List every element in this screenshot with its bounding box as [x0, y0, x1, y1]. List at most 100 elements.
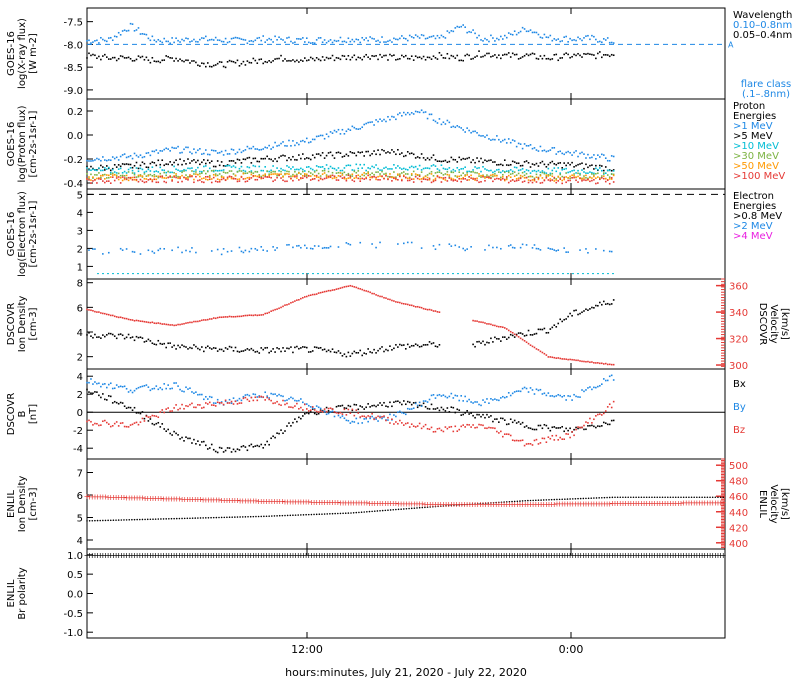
proton-series-5-point: [272, 180, 274, 183]
dscovr_mag-series-2-point: [509, 434, 512, 437]
proton-series-0-point: [602, 154, 605, 156]
dscovr_mag-series-2-point: [527, 442, 530, 445]
proton-series-1-point: [214, 165, 217, 168]
proton-series-4-point: [428, 178, 431, 181]
dscovr_mag-series-2-point: [359, 416, 362, 418]
electron-series-1-point: [434, 248, 437, 251]
enlil_plasma-series-1-point: +: [213, 496, 220, 505]
proton-series-4-point: [260, 177, 263, 180]
proton-series-4-point: [274, 173, 276, 175]
proton-series-3-point: [305, 174, 308, 177]
dscovr_mag-series-0-point: [557, 427, 560, 429]
xray-series-0-point: [438, 37, 441, 39]
proton-series-3-point: [434, 172, 437, 174]
proton-series-2-point: [242, 169, 245, 172]
xray-series-1-point: [208, 65, 211, 68]
dscovr_mag-series-0-point: [294, 418, 296, 420]
xray-series-1-point: [197, 64, 199, 67]
enlil_plasma-series-1-point: +: [247, 497, 254, 506]
proton-series-2-point: [595, 167, 597, 170]
proton-series-5-point: [345, 179, 348, 182]
dscovr_plasma-series-1-point: [319, 291, 322, 294]
electron-series-1-point: [337, 246, 340, 248]
dscovr_plasma-series-1-point: [365, 290, 367, 292]
xray-series-1-point: [555, 53, 558, 56]
xray-series-0-point: [335, 40, 338, 43]
ytick-label-enlil_plasma-1: 5: [77, 514, 83, 525]
proton-series-2-point: [173, 165, 175, 168]
proton-series-3-point: [106, 177, 108, 179]
proton-series-0-point: [264, 146, 266, 149]
xray-series-0-point: [359, 41, 362, 44]
xray-series-0-point: [545, 36, 548, 38]
proton-series-3-point: [593, 174, 595, 176]
proton-series-1-point: [302, 153, 304, 155]
dscovr_mag-series-2-point: [458, 428, 461, 431]
enlil_plasma-series-1-point: +: [701, 499, 708, 508]
dscovr_mag-series-2-point: [302, 409, 304, 411]
proton-series-2-point: [252, 164, 255, 167]
dscovr_mag-series-2-point: [268, 398, 270, 401]
enlil_polarity-series-0-point: +: [92, 551, 99, 560]
xray-series-1-point: [242, 60, 245, 63]
proton-series-0-point: [206, 153, 209, 156]
dscovr_plasma-series-0-point: [319, 346, 322, 349]
proton-series-0-point: [470, 131, 472, 134]
enlil_polarity-series-0-point: +: [173, 551, 180, 560]
proton-series-2-point: [349, 164, 352, 167]
proton-series-4-point: [503, 179, 506, 182]
xray-series-1-point: [327, 57, 330, 60]
dscovr_plasma-series-1-point: [131, 319, 134, 321]
dscovr_mag-series-2-point: [331, 408, 334, 410]
proton-series-5-point: [216, 181, 219, 183]
dscovr_plasma-series-0-point: [212, 347, 215, 349]
proton-series-4-point: [482, 175, 484, 177]
dscovr_plasma-series-1-point: [145, 321, 148, 323]
dscovr_mag-series-1-point: [175, 382, 177, 384]
dscovr_mag-series-0-point: [573, 428, 575, 431]
dscovr_plasma-series-0-point: [359, 349, 362, 352]
enlil_plasma-series-0-point: [273, 515, 276, 517]
proton-series-5-point: [353, 180, 356, 183]
dscovr_mag-series-1-point: [300, 398, 302, 400]
proton-series-3-point: [155, 175, 158, 178]
enlil_plasma-series-1-point: +: [163, 494, 170, 503]
enlil_polarity-series-0-point: +: [627, 551, 634, 560]
dscovr_mag-series-2-point: [90, 420, 92, 423]
ytick-label-dscovr_mag-4: 4: [77, 372, 83, 383]
dscovr_mag-series-2-point: [440, 429, 443, 432]
enlil_plasma-series-0-point: [395, 508, 397, 511]
proton-series-5-point: [432, 180, 435, 183]
enlil_plasma-series-1-point: +: [200, 495, 207, 504]
enlil_polarity-series-0-point: +: [527, 551, 534, 560]
dscovr_mag-series-1-point: [127, 391, 130, 393]
dscovr_plasma-series-0-point: [610, 303, 613, 305]
proton-series-1-point: [383, 149, 385, 152]
enlil_plasma-series-0-point: [189, 517, 191, 520]
proton-series-4-point: [226, 178, 229, 180]
proton-series-5-point: [325, 177, 328, 179]
proton-series-0-point: [319, 134, 322, 137]
proton-series-0-point: [86, 159, 88, 162]
proton-series-0-point: [357, 128, 360, 130]
enlil_plasma-series-0-point: [247, 515, 249, 518]
dscovr_mag-series-2-point: [197, 403, 199, 406]
dscovr_mag-series-2-point: [218, 401, 221, 404]
enlil_plasma-series-0-point: [693, 496, 695, 499]
dscovr_plasma-series-0-point: [551, 326, 554, 329]
xray-series-1-point: [141, 55, 144, 58]
enlil_plasma-series-1-point: +: [649, 499, 656, 508]
dscovr_mag-series-1-point: [420, 405, 423, 407]
dscovr_mag-series-1-point: [290, 396, 292, 399]
dscovr_mag-series-2-point: [153, 415, 156, 417]
dscovr_mag-series-0-point: [167, 428, 169, 431]
xray-series-1-point: [331, 54, 334, 57]
proton-series-5-point: [260, 176, 263, 179]
xray-series-1-point: [587, 52, 589, 55]
proton-series-2-point: [480, 170, 482, 173]
dscovr_mag-series-1-point: [606, 379, 609, 382]
proton-series-4-point: [304, 173, 306, 175]
proton-series-2-point: [205, 165, 207, 167]
dscovr_mag-series-1-point: [171, 387, 173, 390]
xray-series-1-point: [575, 54, 577, 57]
